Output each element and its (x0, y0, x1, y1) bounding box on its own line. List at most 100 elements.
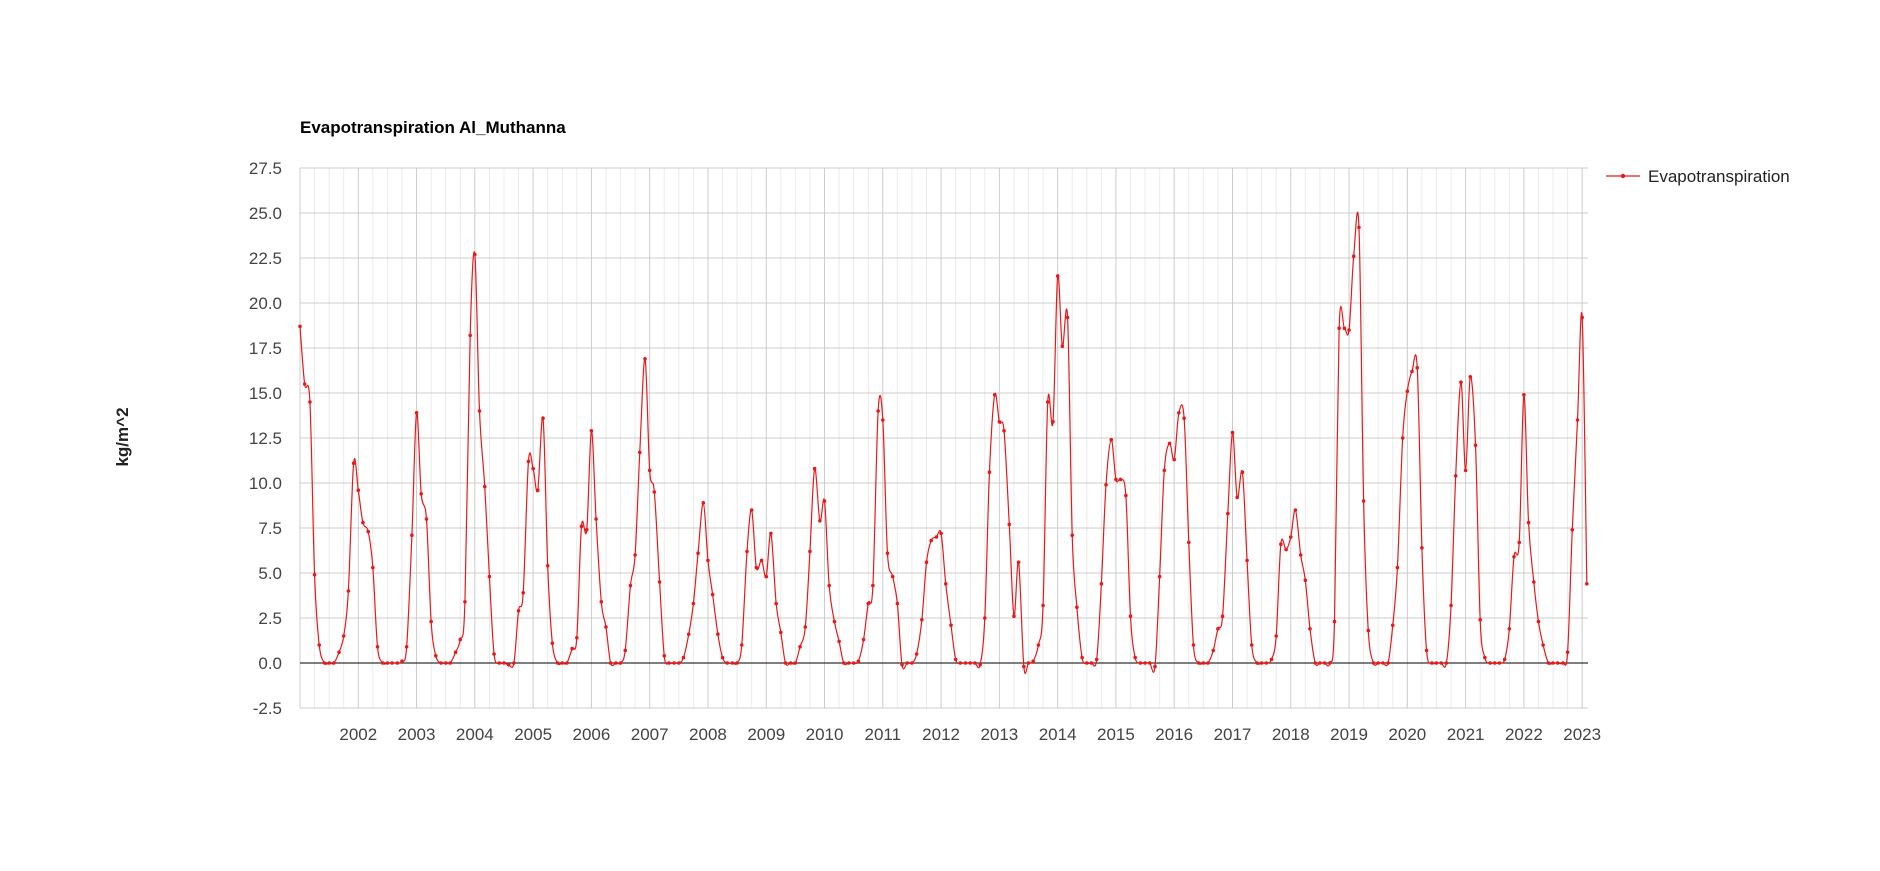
data-point[interactable] (1065, 315, 1070, 320)
data-point[interactable] (847, 661, 851, 665)
data-point[interactable] (983, 616, 987, 620)
data-point[interactable] (1575, 418, 1580, 422)
data-point[interactable] (1517, 540, 1522, 545)
data-point[interactable] (1211, 648, 1216, 653)
data-point[interactable] (1366, 628, 1371, 633)
data-point[interactable] (410, 533, 414, 537)
data-point[interactable] (1332, 619, 1337, 624)
data-point[interactable] (1444, 661, 1449, 665)
data-point[interactable] (1070, 533, 1075, 537)
data-point[interactable] (706, 558, 710, 563)
data-point[interactable] (808, 549, 812, 554)
data-point[interactable] (361, 520, 365, 525)
data-point[interactable] (628, 583, 633, 588)
data-point[interactable] (1328, 661, 1332, 665)
data-point[interactable] (652, 490, 657, 494)
data-point[interactable] (1434, 661, 1439, 665)
data-point[interactable] (876, 409, 880, 413)
data-point[interactable] (1453, 474, 1458, 478)
data-point[interactable] (1055, 274, 1060, 278)
data-point[interactable] (943, 582, 948, 586)
data-point[interactable] (866, 601, 871, 606)
data-point[interactable] (958, 661, 963, 665)
data-point[interactable] (1041, 603, 1045, 608)
data-point[interactable] (1361, 499, 1366, 503)
data-point[interactable] (793, 661, 798, 665)
data-point[interactable] (375, 645, 380, 649)
data-point[interactable] (1580, 315, 1584, 320)
data-point[interactable] (963, 661, 968, 665)
data-point[interactable] (448, 661, 453, 665)
data-point[interactable] (1468, 375, 1473, 379)
data-point[interactable] (633, 553, 637, 557)
data-point[interactable] (953, 657, 958, 662)
data-point[interactable] (686, 632, 691, 636)
data-point[interactable] (1390, 623, 1395, 627)
data-point[interactable] (443, 661, 448, 665)
data-point[interactable] (521, 591, 526, 595)
data-point[interactable] (1080, 655, 1084, 660)
data-point[interactable] (1279, 542, 1283, 546)
data-point[interactable] (851, 661, 856, 665)
data-point[interactable] (1104, 483, 1108, 487)
data-point[interactable] (1089, 661, 1094, 665)
data-point[interactable] (1114, 477, 1118, 482)
data-point[interactable] (589, 429, 594, 433)
data-point[interactable] (672, 661, 676, 665)
data-point[interactable] (1128, 614, 1133, 618)
data-point[interactable] (968, 661, 973, 665)
data-point[interactable] (1351, 254, 1356, 258)
data-point[interactable] (1459, 380, 1463, 385)
data-point[interactable] (1386, 661, 1390, 665)
data-point[interactable] (1186, 540, 1191, 545)
data-point[interactable] (482, 484, 487, 489)
data-point[interactable] (1420, 546, 1424, 550)
data-point[interactable] (997, 420, 1002, 424)
data-point[interactable] (1026, 661, 1031, 665)
data-point[interactable] (1371, 661, 1376, 665)
legend[interactable]: Evapotranspiration (1606, 167, 1790, 186)
data-point[interactable] (1075, 605, 1079, 609)
data-point[interactable] (327, 661, 331, 665)
data-point[interactable] (419, 492, 424, 496)
data-point[interactable] (458, 637, 463, 642)
data-point[interactable] (1124, 493, 1128, 498)
data-point[interactable] (1220, 614, 1225, 618)
data-point[interactable] (881, 418, 885, 422)
data-point[interactable] (473, 252, 477, 257)
data-point[interactable] (390, 661, 394, 665)
data-point[interactable] (1226, 511, 1230, 516)
data-point[interactable] (637, 450, 642, 455)
data-point[interactable] (774, 601, 778, 606)
data-point[interactable] (1322, 661, 1327, 665)
data-point[interactable] (1230, 430, 1235, 435)
data-point[interactable] (992, 393, 997, 397)
data-point[interactable] (550, 641, 555, 645)
data-point[interactable] (861, 637, 866, 642)
data-point[interactable] (1099, 582, 1104, 586)
data-point[interactable] (1051, 420, 1055, 424)
data-point[interactable] (1191, 643, 1196, 647)
data-point[interactable] (1196, 661, 1201, 665)
data-point[interactable] (1551, 661, 1555, 665)
data-point[interactable] (1492, 661, 1497, 665)
data-point[interactable] (453, 650, 458, 654)
data-point[interactable] (885, 551, 890, 555)
data-point[interactable] (822, 499, 827, 503)
data-point[interactable] (1182, 416, 1186, 421)
data-point[interactable] (987, 470, 992, 475)
data-point[interactable] (1045, 400, 1050, 404)
data-point[interactable] (730, 661, 735, 665)
data-point[interactable] (837, 639, 841, 644)
data-point[interactable] (856, 659, 861, 663)
data-point[interactable] (380, 661, 385, 665)
data-point[interactable] (337, 650, 341, 654)
data-point[interactable] (900, 663, 904, 667)
data-point[interactable] (1118, 477, 1123, 482)
data-point[interactable] (526, 459, 531, 464)
data-point[interactable] (424, 517, 429, 521)
data-point[interactable] (433, 654, 438, 658)
data-point[interactable] (614, 661, 618, 665)
data-point[interactable] (608, 661, 613, 665)
data-point[interactable] (506, 663, 511, 667)
